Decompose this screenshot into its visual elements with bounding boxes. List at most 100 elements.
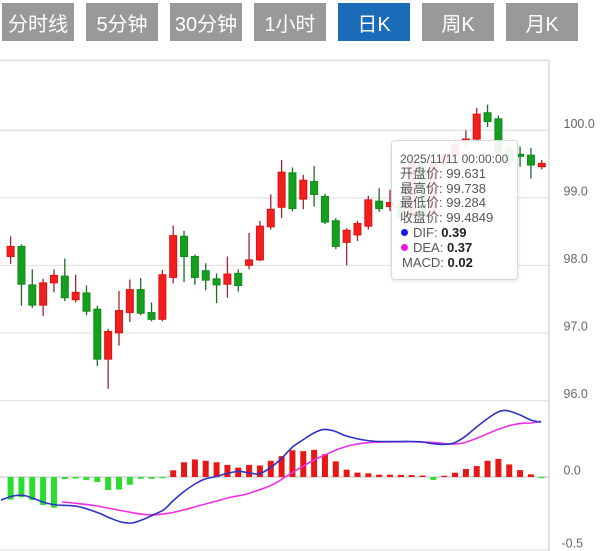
tab-30分钟[interactable]: 30分钟: [170, 3, 242, 41]
candle-body: [17, 245, 26, 285]
macd-bar: [506, 464, 513, 477]
macd-bar: [300, 451, 307, 477]
tab-日K[interactable]: 日K: [338, 3, 410, 41]
candle-body: [277, 171, 286, 208]
macd-bar: [40, 477, 47, 506]
macd-bar: [246, 464, 253, 477]
price-axis-label: 100.0: [564, 117, 595, 131]
candle-body: [483, 112, 492, 123]
macd-bar: [495, 458, 502, 477]
close-label: 收盘价:: [400, 210, 443, 226]
macd-bar: [376, 474, 383, 477]
candle-body: [125, 289, 134, 314]
candle-body: [115, 310, 123, 334]
tab-周K[interactable]: 周K: [422, 3, 494, 41]
high-label: 最高价:: [400, 180, 443, 196]
price-axis-label: 96.0: [564, 387, 588, 401]
dif-line: [0, 409, 542, 524]
macd-bar: [462, 468, 469, 477]
open-value: 99.631: [446, 165, 487, 181]
candle-body: [526, 154, 535, 166]
candle-body: [60, 275, 69, 299]
tab-分时线[interactable]: 分时线: [2, 3, 74, 41]
tooltip-macd-row: MACD: 0.02: [400, 255, 517, 271]
dif-label: DIF:: [413, 224, 438, 240]
candle-body: [136, 289, 145, 314]
tab-1小时[interactable]: 1小时: [254, 3, 326, 41]
tooltip-high-row: 最高价: 99.738: [400, 180, 517, 197]
tooltip-open-row: 开盘价: 99.631: [400, 165, 517, 182]
macd-bar: [94, 477, 101, 482]
candle-body: [288, 172, 297, 210]
tab-5分钟[interactable]: 5分钟: [86, 3, 158, 41]
macd-bar: [267, 460, 274, 477]
candle-body: [158, 274, 167, 320]
macd-bar: [430, 477, 437, 480]
tooltip-date: 2025/11/11 00:00:00: [400, 152, 509, 166]
macd-bar: [83, 477, 90, 480]
macd-bar: [354, 472, 361, 477]
low-value: 99.284: [446, 195, 487, 211]
macd-bar: [343, 469, 350, 477]
candle-body: [364, 199, 373, 227]
macd-bar: [159, 477, 166, 479]
low-label: 最低价:: [400, 195, 443, 211]
candle-body: [201, 270, 210, 281]
macd-bar: [72, 477, 79, 479]
candle-body: [245, 259, 254, 266]
candle-tooltip: 2025/11/11 00:00:00 开盘价: 99.631 最高价: 99.…: [391, 140, 518, 280]
macd-bar: [235, 467, 242, 477]
candle-body: [49, 274, 58, 284]
candle-body: [299, 179, 308, 200]
dif-value: 0.39: [441, 224, 467, 240]
macd-bar: [191, 459, 198, 477]
timeframe-tabbar: 分时线 5分钟 30分钟 1小时 日K 周K 月K: [2, 3, 578, 41]
candle-body: [212, 278, 221, 286]
candle-body: [266, 208, 275, 228]
candle-body: [104, 330, 113, 360]
tooltip-low-row: 最低价: 99.284: [400, 195, 517, 211]
candle-body: [255, 225, 264, 261]
candle-body: [310, 181, 319, 195]
candle-body: [71, 291, 80, 301]
candle-body: [375, 200, 384, 210]
macd-bar: [256, 465, 263, 477]
macd-bar: [18, 477, 25, 498]
macd-bar: [321, 454, 328, 477]
candle-body: [169, 235, 178, 278]
macd-bar: [137, 477, 144, 479]
tooltip-dif-row: DIF: 0.39: [400, 224, 517, 241]
close-value: 99.4849: [446, 210, 494, 226]
macd-bar: [419, 475, 426, 477]
candle-body: [234, 272, 243, 287]
macd-bar: [484, 460, 491, 477]
macd-bar: [126, 477, 133, 485]
macd-axis-label: 0.0: [564, 464, 581, 478]
macd-bar: [278, 456, 285, 477]
candle-body: [342, 229, 351, 243]
macd-bar: [170, 470, 177, 477]
candle-body: [93, 308, 102, 360]
candle-body: [6, 245, 15, 258]
macd-bar: [50, 477, 57, 508]
macd-bar: [332, 461, 339, 477]
macd-bar: [224, 464, 231, 477]
price-axis-label: 99.0: [564, 184, 588, 198]
macd-bar: [365, 473, 372, 477]
macd-bar: [408, 475, 415, 477]
macd-bar: [181, 462, 188, 477]
tooltip-close-row: 收盘价: 99.4849: [400, 210, 517, 226]
candle-body: [320, 195, 329, 223]
macd-bar: [213, 462, 220, 477]
tab-月K[interactable]: 月K: [506, 3, 578, 41]
macd-bar: [473, 466, 480, 477]
macd-bar: [148, 477, 155, 479]
candle-body: [147, 312, 156, 320]
macd-bar: [538, 477, 545, 479]
candle-body: [331, 220, 340, 247]
candle-body: [180, 235, 189, 258]
macd-bar: [527, 474, 534, 477]
dea-dot-icon: [401, 243, 408, 251]
